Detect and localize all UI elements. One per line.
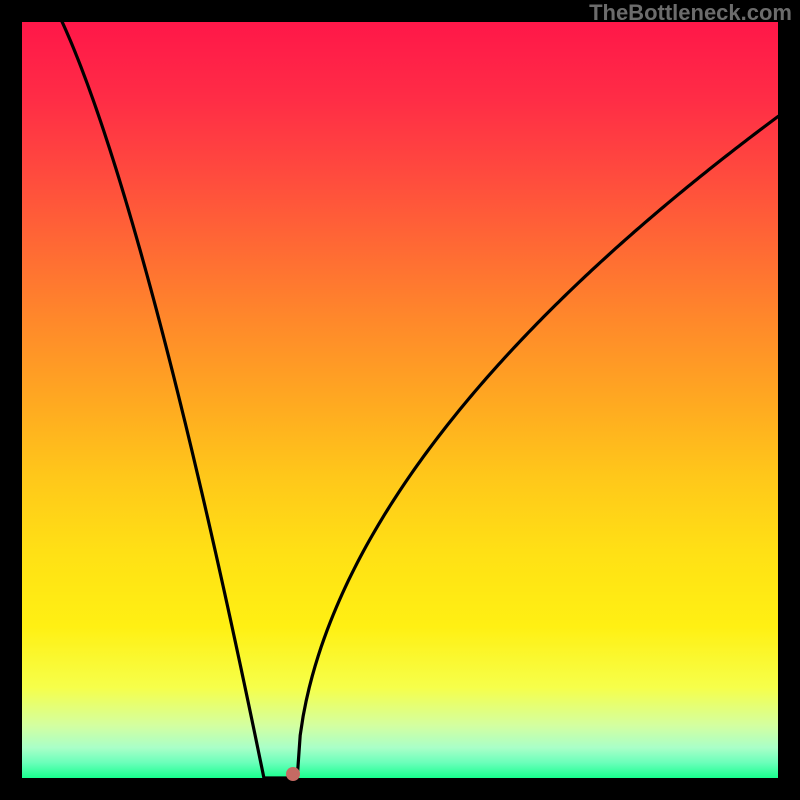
chart-frame: TheBottleneck.com (0, 0, 800, 800)
curve-path (22, 0, 778, 778)
optimum-marker (286, 767, 300, 781)
bottleneck-curve (22, 22, 778, 778)
watermark-text: TheBottleneck.com (589, 0, 792, 26)
